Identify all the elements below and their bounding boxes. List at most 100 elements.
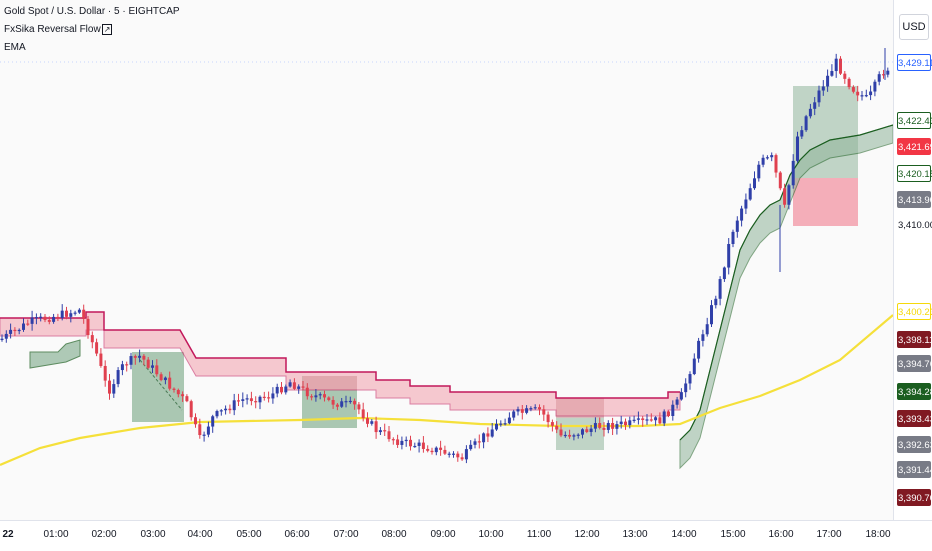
candle-body <box>761 157 765 165</box>
candle-body <box>731 231 735 245</box>
candle-body <box>396 439 400 445</box>
legend-symbol[interactable]: Gold Spot / U.S. Dollar · 5 · EIGHTCAP <box>4 6 180 17</box>
candle-body <box>753 178 756 189</box>
candle-body <box>69 313 73 317</box>
candle-body <box>598 423 602 428</box>
candle-body <box>34 317 38 319</box>
candle-body <box>258 396 262 403</box>
candle-body <box>486 433 490 437</box>
candle-body <box>516 409 520 412</box>
candle-body <box>757 164 761 179</box>
candle-body <box>409 439 412 447</box>
price-label: 3,398.11 <box>897 331 932 348</box>
candle-body <box>439 447 443 450</box>
candle-body <box>43 316 47 321</box>
candle-body <box>649 419 653 421</box>
candle-body <box>499 423 503 425</box>
candle-body <box>383 430 387 432</box>
candle-body <box>495 423 498 430</box>
legend-indicator[interactable]: FxSika Reversal Flow ↗ <box>4 24 113 35</box>
time-scale[interactable]: 22 01:00 02:00 03:00 04:00 05:00 06:00 07:00 08:… <box>0 520 932 551</box>
time-label: 09:00 <box>430 529 456 540</box>
time-label: 04:00 <box>187 529 213 540</box>
candle-body <box>658 417 662 424</box>
candle-body <box>447 453 451 455</box>
candle-body <box>679 392 683 400</box>
candle-body <box>155 365 159 375</box>
price-chart[interactable] <box>0 0 893 520</box>
time-label: 06:00 <box>284 529 310 540</box>
candle-body <box>125 364 129 366</box>
candle-body <box>30 317 34 324</box>
candle-body <box>581 429 584 435</box>
time-label: 14:00 <box>671 529 697 540</box>
candle-body <box>482 433 486 443</box>
price-label: 3,391.44 <box>897 461 932 478</box>
candle-body <box>348 400 352 403</box>
candle-body <box>288 382 292 387</box>
legend-ema[interactable]: EMA <box>4 42 26 53</box>
candle-body <box>585 429 589 432</box>
candle-body <box>103 365 107 381</box>
candle-body <box>839 58 842 74</box>
candle-body <box>0 338 4 340</box>
candle-body <box>4 333 8 339</box>
candle-body <box>611 423 615 429</box>
candle-body <box>675 399 679 405</box>
candle-body <box>146 359 150 368</box>
chart-pane[interactable]: Gold Spot / U.S. Dollar · 5 · EIGHTCAP F… <box>0 0 893 520</box>
candle-body <box>9 329 13 334</box>
candle-body <box>624 421 627 426</box>
candle-body <box>275 386 279 394</box>
candle-body <box>198 424 202 436</box>
candle-body <box>813 102 817 109</box>
ema-line <box>0 314 893 467</box>
candle-body <box>176 389 180 395</box>
candle-body <box>662 411 666 424</box>
candle-body <box>284 386 288 393</box>
price-label: 3,400.23 <box>897 303 932 320</box>
candle-body <box>120 364 124 371</box>
candle-body <box>142 355 146 360</box>
candle-body <box>787 185 791 205</box>
time-label: 13:00 <box>622 529 648 540</box>
candle-body <box>490 429 494 437</box>
price-label: 3,429.11 <box>897 54 932 71</box>
candle-body <box>512 411 516 418</box>
candle-body <box>641 418 645 421</box>
candle-body <box>159 374 163 381</box>
candle-body <box>292 382 296 389</box>
candle-body <box>434 447 438 453</box>
candle-body <box>301 386 305 388</box>
candle-body <box>13 329 17 332</box>
candle-body <box>262 396 266 398</box>
candle-body <box>335 404 339 407</box>
price-label: 3,394.76 <box>897 355 932 372</box>
candle-body <box>851 87 855 92</box>
currency-button[interactable]: USD <box>899 14 929 40</box>
candle-body <box>886 70 890 75</box>
candle-body <box>168 377 172 389</box>
candle-body <box>116 370 120 385</box>
candle-body <box>740 208 744 221</box>
indicator-source-icon: ↗ <box>101 24 113 35</box>
candle-body <box>52 316 56 322</box>
candle-body <box>82 309 86 319</box>
candle-body <box>56 316 60 319</box>
price-label: 3,410.00 <box>898 220 932 231</box>
candle-body <box>452 453 455 455</box>
price-label: 3,394.28 <box>897 383 932 400</box>
candle-body <box>817 90 821 103</box>
candle-body <box>387 431 391 440</box>
candle-body <box>873 81 877 92</box>
legend-indicator-label: FxSika Reversal Flow <box>4 24 101 35</box>
candle-body <box>460 457 464 460</box>
price-scale[interactable] <box>893 0 932 520</box>
candle-body <box>90 335 94 343</box>
candle-body <box>503 423 507 425</box>
candle-body <box>245 398 249 400</box>
time-label: 10:00 <box>478 529 504 540</box>
candle-body <box>856 91 860 96</box>
candle-body <box>735 220 739 232</box>
candle-body <box>426 448 430 451</box>
